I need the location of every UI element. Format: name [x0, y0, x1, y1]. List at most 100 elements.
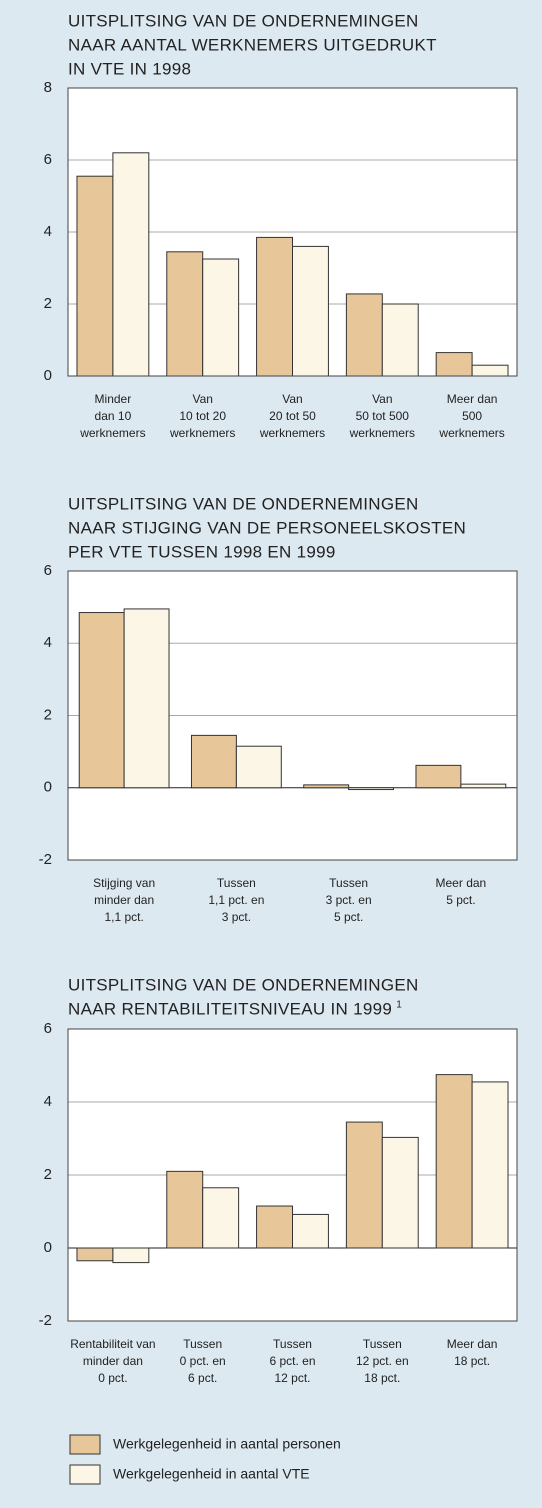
x-tick-label: Meer dan: [447, 1337, 498, 1351]
x-tick-label: 0 pct. en: [180, 1354, 226, 1368]
bar: [348, 787, 395, 791]
x-tick-label: Van: [192, 392, 212, 406]
bar: [190, 734, 237, 789]
bar: [256, 1205, 293, 1249]
y-tick-label: 4: [44, 1093, 52, 1110]
chart-title: NAAR AANTAL WERKNEMERS UITGEDRUKT: [68, 35, 437, 54]
bar: [256, 236, 293, 377]
x-tick-label: werknemers: [79, 426, 145, 440]
legend-swatch: [69, 1464, 101, 1485]
y-tick-label: 0: [44, 779, 52, 796]
chart-title: UITSPLITSING VAN DE ONDERNEMINGEN: [68, 494, 419, 513]
bar: [235, 745, 282, 789]
x-tick-label: 5 pct.: [334, 910, 363, 924]
legend-label: Werkgelegenheid in aantal personen: [113, 1436, 341, 1452]
x-tick-label: 10 tot 20: [179, 409, 226, 423]
bar: [123, 608, 170, 789]
chart-title: UITSPLITSING VAN DE ONDERNEMINGEN: [68, 975, 419, 994]
x-tick-label: Minder: [95, 392, 132, 406]
x-tick-label: Meer dan: [436, 876, 487, 890]
x-tick-label: 50 tot 500: [356, 409, 410, 423]
bar: [202, 258, 240, 377]
y-tick-label: 2: [44, 1166, 52, 1183]
chart-title: PER VTE TUSSEN 1998 EN 1999: [68, 542, 336, 561]
bar: [76, 175, 114, 377]
bar: [303, 784, 350, 789]
x-tick-label: werknemers: [169, 426, 235, 440]
plot-border: [67, 1028, 518, 1322]
x-tick-label: minder dan: [94, 893, 154, 907]
x-tick-label: Rentabiliteit van: [70, 1337, 155, 1351]
x-tick-label: 6 pct. en: [269, 1354, 315, 1368]
x-tick-label: Tussen: [183, 1337, 222, 1351]
x-tick-label: 500: [462, 409, 482, 423]
x-tick-label: dan 10: [95, 409, 132, 423]
chart-title: NAAR RENTABILITEITSNIVEAU IN 1999: [68, 999, 392, 1018]
y-tick-label: -2: [39, 1312, 52, 1329]
y-tick-label: 0: [44, 1239, 52, 1256]
x-tick-label: Van: [282, 392, 302, 406]
footnote-mark: 1: [396, 1000, 402, 1011]
bar: [345, 1121, 383, 1249]
chart-title: IN VTE IN 1998: [68, 59, 191, 78]
plot-border: [67, 570, 518, 861]
y-tick-label: 4: [44, 634, 52, 651]
y-tick-label: 6: [44, 562, 52, 579]
bar: [435, 352, 473, 377]
x-tick-label: 3 pct.: [222, 910, 251, 924]
legend-swatch: [69, 1434, 101, 1455]
x-tick-label: Tussen: [363, 1337, 402, 1351]
bar: [345, 293, 383, 377]
y-tick-label: 8: [44, 79, 52, 96]
x-tick-label: 20 tot 50: [269, 409, 316, 423]
x-tick-label: werknemers: [349, 426, 415, 440]
x-tick-label: 12 pct.: [274, 1371, 310, 1385]
x-tick-label: Stijging van: [93, 876, 155, 890]
x-tick-label: 1,1 pct.: [104, 910, 143, 924]
x-tick-label: 5 pct.: [446, 893, 475, 907]
y-tick-label: -2: [39, 851, 52, 868]
bar: [292, 1213, 329, 1249]
y-tick-label: 6: [44, 151, 52, 168]
bar: [292, 245, 329, 377]
x-tick-label: Van: [372, 392, 392, 406]
bar: [381, 303, 419, 377]
bar: [76, 1247, 114, 1262]
x-tick-label: 12 pct. en: [356, 1354, 409, 1368]
x-tick-label: 0 pct.: [98, 1371, 127, 1385]
y-tick-label: 0: [44, 367, 52, 384]
y-tick-label: 6: [44, 1020, 52, 1037]
x-tick-label: minder dan: [83, 1354, 143, 1368]
bar: [112, 1247, 150, 1264]
x-tick-label: Tussen: [217, 876, 256, 890]
bar: [435, 1074, 473, 1249]
plot-border: [67, 87, 518, 377]
legend-label: Werkgelegenheid in aantal VTE: [113, 1466, 310, 1482]
bar: [471, 364, 509, 377]
x-tick-label: Meer dan: [447, 392, 498, 406]
x-tick-label: 1,1 pct. en: [208, 893, 264, 907]
y-tick-label: 4: [44, 223, 52, 240]
x-tick-label: Tussen: [329, 876, 368, 890]
bar: [471, 1081, 509, 1249]
y-tick-label: 2: [44, 295, 52, 312]
bar: [112, 152, 150, 377]
chart-title: UITSPLITSING VAN DE ONDERNEMINGEN: [68, 11, 419, 30]
bar: [460, 783, 507, 789]
x-tick-label: 6 pct.: [188, 1371, 217, 1385]
bar: [166, 251, 204, 377]
x-tick-label: werknemers: [259, 426, 325, 440]
x-tick-label: 3 pct. en: [326, 893, 372, 907]
bar: [202, 1187, 240, 1249]
x-tick-label: 18 pct.: [454, 1354, 490, 1368]
x-tick-label: Tussen: [273, 1337, 312, 1351]
chart-title: NAAR STIJGING VAN DE PERSONEELSKOSTEN: [68, 518, 466, 537]
x-tick-label: 18 pct.: [364, 1371, 400, 1385]
bar: [166, 1170, 204, 1249]
x-tick-label: werknemers: [438, 426, 504, 440]
bar: [381, 1136, 419, 1249]
bar: [78, 612, 125, 789]
bar: [415, 764, 462, 789]
y-tick-label: 2: [44, 706, 52, 723]
